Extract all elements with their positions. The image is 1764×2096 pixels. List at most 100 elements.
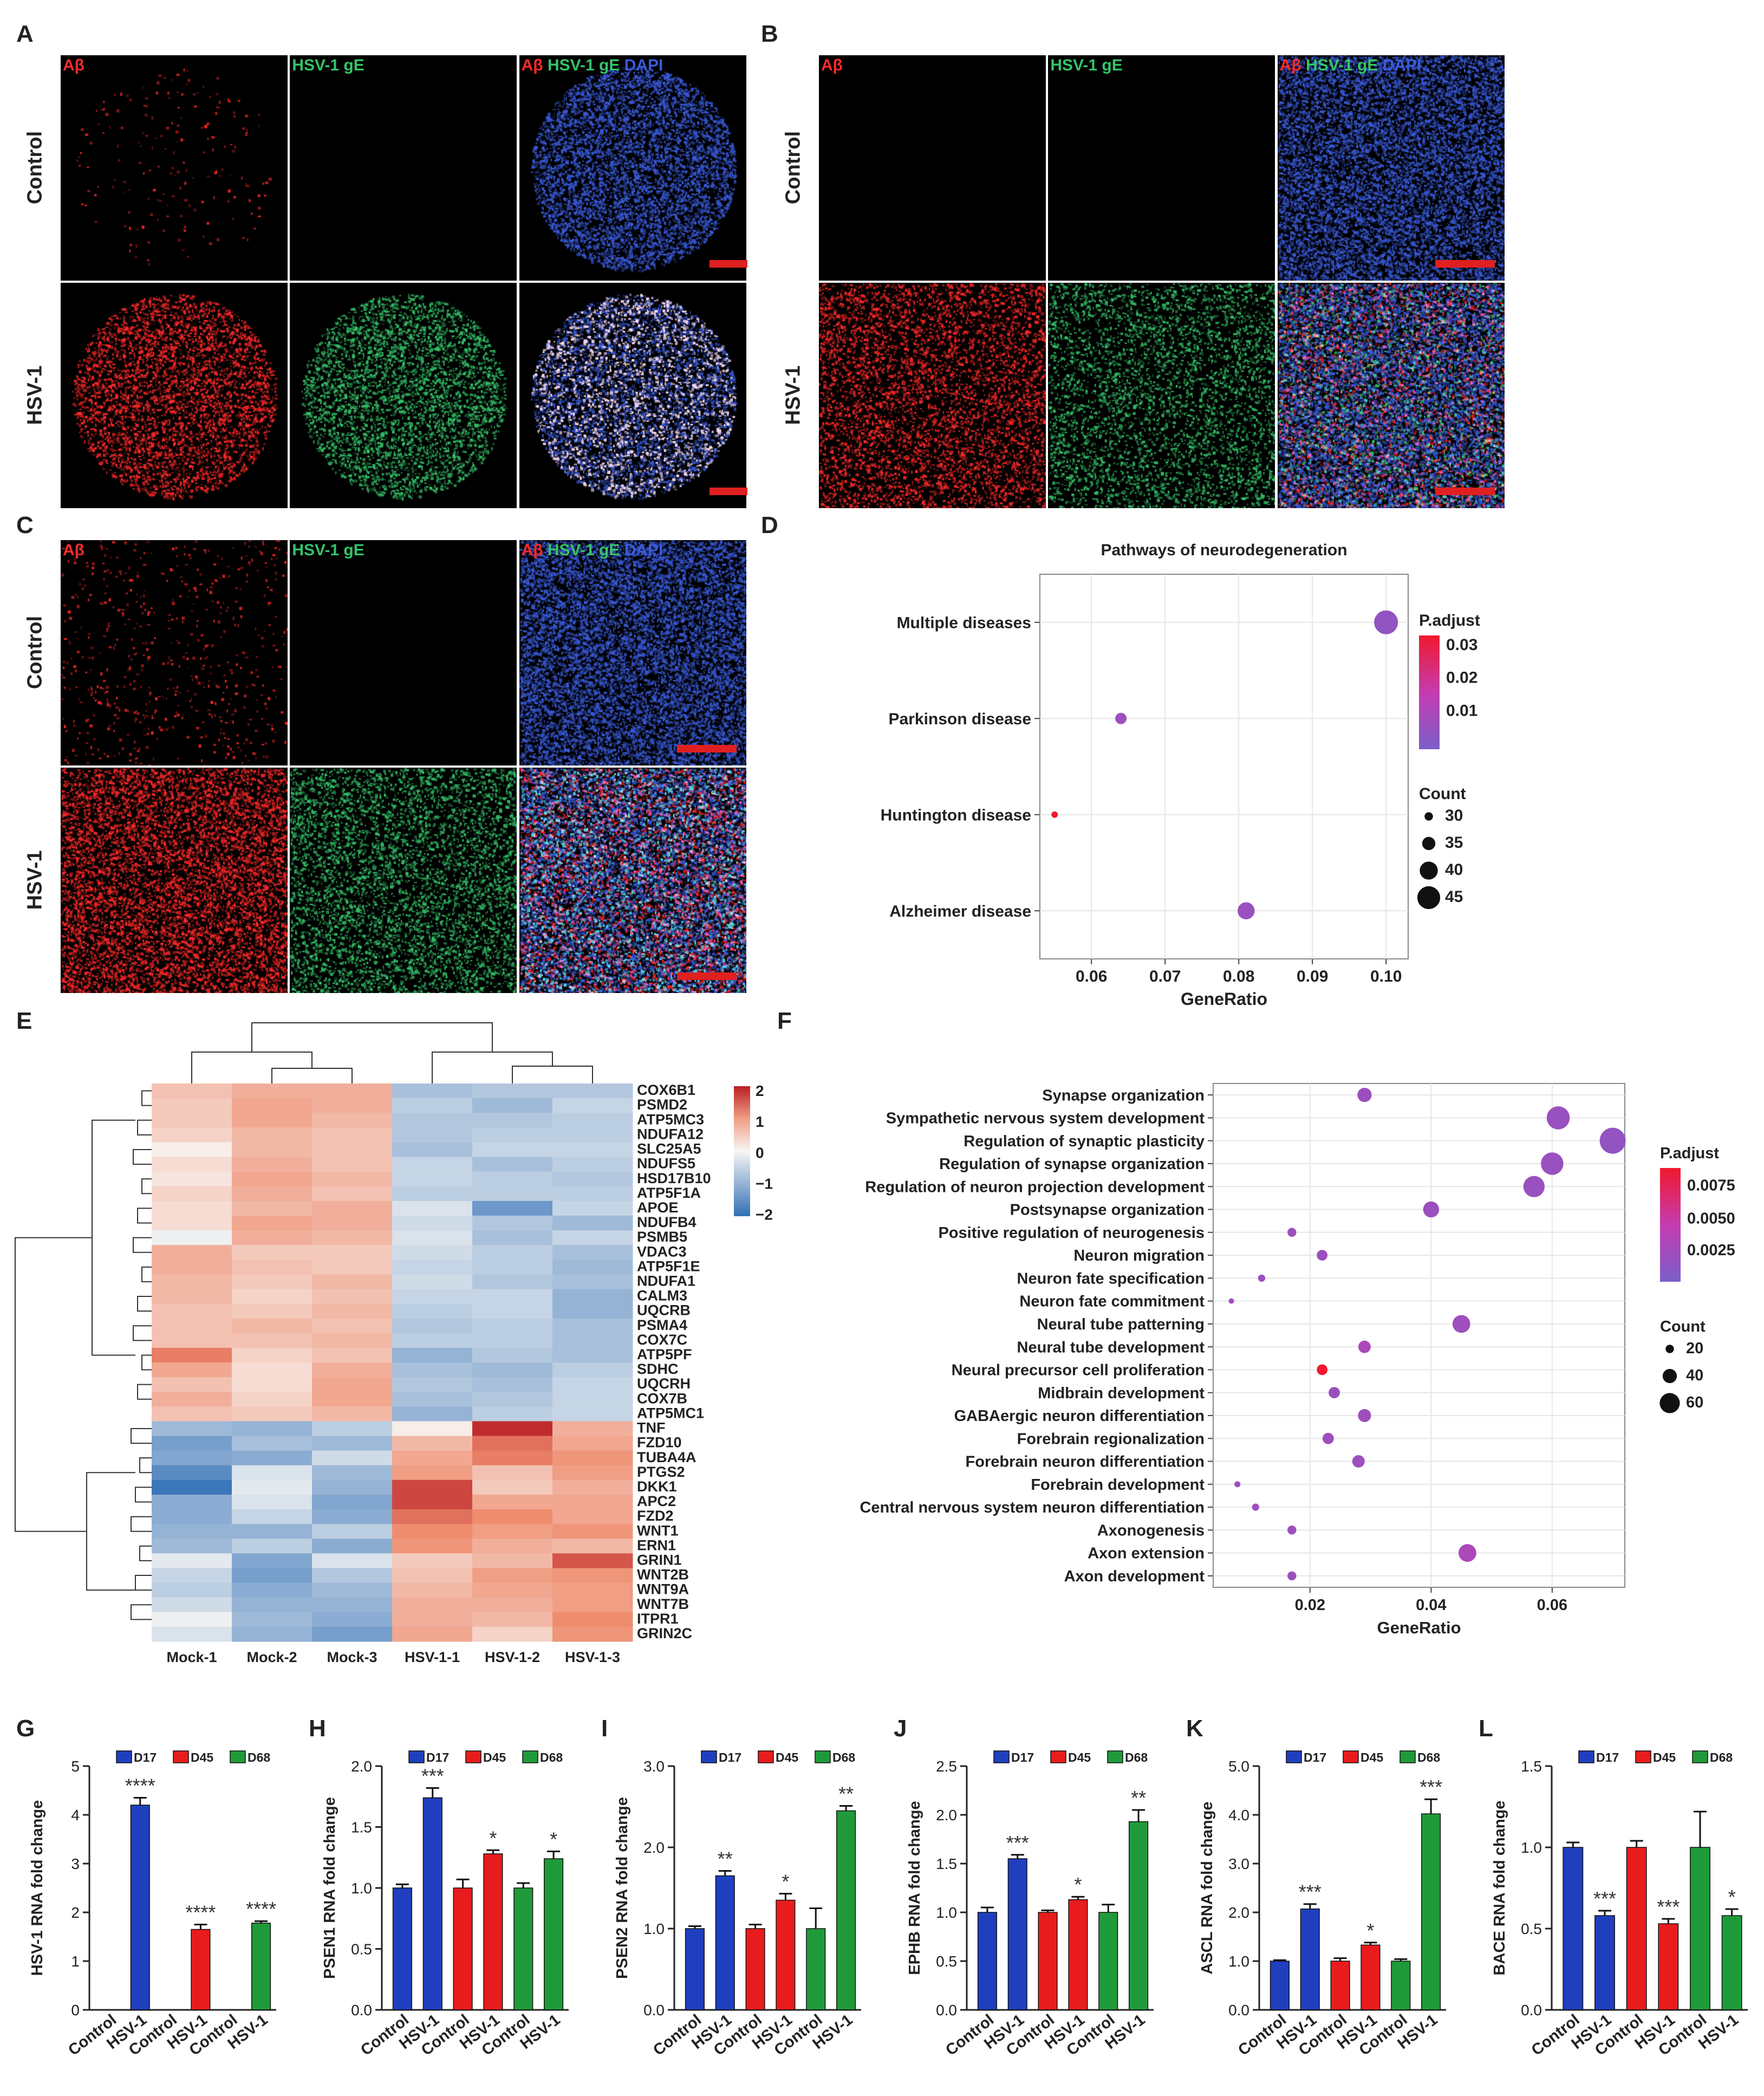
data-point — [1352, 1455, 1365, 1468]
heatmap-cell — [552, 1127, 633, 1143]
row-label: APOE — [637, 1199, 679, 1216]
heatmap-cell — [232, 1157, 313, 1172]
column-label: HSV-1-2 — [485, 1649, 540, 1665]
row-label: UQCRB — [637, 1302, 691, 1319]
heatmap-cell — [472, 1450, 553, 1466]
y-tick-label: 3.0 — [1228, 1855, 1249, 1872]
heat-legend-tick: 0 — [756, 1144, 764, 1161]
heatmap-cell — [552, 1215, 633, 1231]
heatmap-cell — [472, 1127, 553, 1143]
dendro-link — [251, 1022, 493, 1052]
panel-label: G — [16, 1715, 35, 1742]
dendro-link — [271, 1068, 353, 1083]
heatmap-cell — [392, 1509, 473, 1524]
scale-bar — [677, 972, 737, 980]
heatmap-cell — [392, 1362, 473, 1378]
channel-name: Aβ — [521, 541, 548, 559]
row-label: DKK1 — [637, 1478, 677, 1495]
heatmap-cell — [472, 1436, 553, 1451]
channel-label: Aβ — [821, 56, 843, 75]
heatmap-cell — [312, 1215, 393, 1231]
micro-tile — [290, 55, 517, 281]
heatmap-cell — [152, 1377, 232, 1392]
heatmap-cell — [392, 1113, 473, 1128]
heatmap-cell — [152, 1171, 232, 1187]
heatmap-cell — [552, 1171, 633, 1187]
heatmap-cell — [472, 1509, 553, 1524]
category-label: Neuron migration — [1073, 1247, 1205, 1264]
heatmap-cell — [152, 1494, 232, 1510]
dendro-link — [133, 1237, 152, 1253]
scale-bar — [1435, 488, 1495, 495]
category-label: Axonogenesis — [1097, 1522, 1205, 1539]
legend-label: D17 — [134, 1750, 157, 1764]
dendro-link — [131, 1516, 152, 1532]
heatmap-cell — [152, 1524, 232, 1539]
heatmap-cell — [232, 1465, 313, 1481]
heatmap-cell — [472, 1479, 553, 1495]
heatmap-cell — [152, 1597, 232, 1613]
legend-swatch — [1286, 1750, 1302, 1763]
column-label: HSV-1-1 — [405, 1649, 460, 1665]
heatmap-cell — [472, 1303, 553, 1319]
heatmap-cell — [232, 1362, 313, 1378]
significance-label: * — [1728, 1886, 1736, 1908]
size-legend-label: 35 — [1445, 834, 1463, 852]
x-tick-label: 0.04 — [1416, 1597, 1446, 1614]
row-label: PSMA4 — [637, 1317, 687, 1333]
channel-label: HSV-1 gE — [292, 56, 364, 75]
heatmap-cell — [312, 1479, 393, 1495]
heatmap-cell — [552, 1201, 633, 1216]
dendro-link — [139, 1457, 152, 1474]
micro-tile — [61, 540, 288, 765]
legend-swatch — [522, 1750, 538, 1763]
significance-label: * — [782, 1871, 789, 1893]
bar — [806, 1928, 826, 2010]
heatmap-cell — [232, 1318, 313, 1334]
legend-label: D17 — [1011, 1750, 1034, 1764]
heatmap-cell — [552, 1113, 633, 1128]
y-axis-label: ASCL RNA fold change — [1199, 1801, 1216, 1974]
heatmap-cell — [472, 1362, 553, 1378]
heatmap-cell — [392, 1553, 473, 1568]
bar — [1361, 1944, 1381, 2010]
heatmap-cell — [152, 1186, 232, 1202]
y-tick-label: 1.5 — [351, 1819, 372, 1836]
y-tick-label: 0 — [71, 2002, 80, 2019]
heatmap-cell — [152, 1406, 232, 1422]
heatmap-cell — [552, 1553, 633, 1568]
heatmap-cell — [472, 1245, 553, 1260]
bar — [1563, 1847, 1584, 2010]
plot-frame — [1039, 574, 1409, 959]
row-label: GRIN1 — [637, 1552, 682, 1568]
panel-label-c: C — [16, 512, 34, 538]
row-label-control: Control — [23, 615, 47, 690]
legend-label: D45 — [191, 1750, 213, 1764]
legend-swatch — [1692, 1750, 1708, 1763]
heatmap-cell — [232, 1392, 313, 1407]
row-label: NDUFA1 — [637, 1273, 695, 1289]
heatmap-cell — [312, 1406, 393, 1422]
heatmap-cell — [552, 1318, 633, 1334]
significance-label: *** — [1299, 1881, 1322, 1903]
row-label: WNT1 — [637, 1522, 679, 1539]
panel-label-b: B — [761, 21, 778, 47]
y-tick-label: 1.0 — [1228, 1953, 1249, 1970]
legend-swatch — [1635, 1750, 1651, 1763]
heatmap-cell — [472, 1333, 553, 1348]
heatmap-cell — [232, 1230, 313, 1245]
heatmap-cell — [472, 1098, 553, 1113]
heatmap-cell — [392, 1436, 473, 1451]
heatmap-cell — [152, 1113, 232, 1128]
heatmap-cell — [472, 1318, 553, 1334]
data-point — [1541, 1152, 1564, 1175]
dendro-link — [137, 1119, 152, 1135]
category-label: Axon extension — [1088, 1545, 1205, 1562]
channel-name: Aβ — [821, 56, 843, 74]
legend-swatch — [116, 1750, 132, 1763]
size-legend-dot — [1422, 836, 1436, 851]
legend-swatch — [993, 1750, 1010, 1763]
heatmap-cell — [152, 1333, 232, 1348]
heatmap-cell — [312, 1113, 393, 1128]
heatmap-cell — [312, 1318, 393, 1334]
